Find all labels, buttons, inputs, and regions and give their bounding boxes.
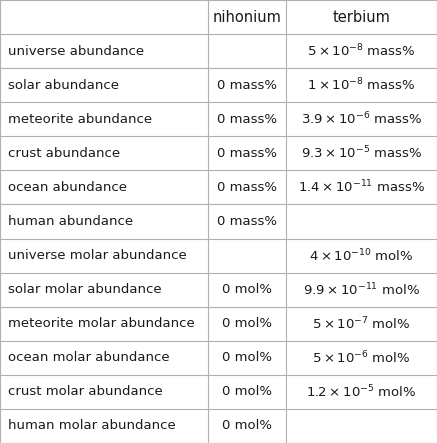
- Text: meteorite molar abundance: meteorite molar abundance: [8, 317, 194, 330]
- Text: ocean abundance: ocean abundance: [8, 181, 127, 194]
- Text: crust molar abundance: crust molar abundance: [8, 385, 163, 398]
- Text: ocean molar abundance: ocean molar abundance: [8, 351, 170, 364]
- Text: universe abundance: universe abundance: [8, 45, 144, 58]
- Text: 0 mol%: 0 mol%: [222, 351, 272, 364]
- Text: 0 mol%: 0 mol%: [222, 385, 272, 398]
- Text: $1.4\times10^{-11}$ mass%: $1.4\times10^{-11}$ mass%: [298, 179, 425, 196]
- Text: solar molar abundance: solar molar abundance: [8, 283, 162, 296]
- Text: 0 mass%: 0 mass%: [217, 147, 277, 160]
- Text: $9.3\times10^{-5}$ mass%: $9.3\times10^{-5}$ mass%: [301, 145, 422, 162]
- Text: $3.9\times10^{-6}$ mass%: $3.9\times10^{-6}$ mass%: [301, 111, 422, 128]
- Text: solar abundance: solar abundance: [8, 79, 119, 92]
- Text: 0 mass%: 0 mass%: [217, 215, 277, 228]
- Text: $5\times10^{-8}$ mass%: $5\times10^{-8}$ mass%: [307, 43, 416, 59]
- Text: 0 mol%: 0 mol%: [222, 317, 272, 330]
- Text: terbium: terbium: [333, 10, 391, 24]
- Text: 0 mol%: 0 mol%: [222, 283, 272, 296]
- Text: crust abundance: crust abundance: [8, 147, 120, 160]
- Text: 0 mass%: 0 mass%: [217, 79, 277, 92]
- Text: $5\times10^{-7}$ mol%: $5\times10^{-7}$ mol%: [312, 315, 411, 332]
- Text: $4\times10^{-10}$ mol%: $4\times10^{-10}$ mol%: [309, 247, 414, 264]
- Text: 0 mass%: 0 mass%: [217, 181, 277, 194]
- Text: meteorite abundance: meteorite abundance: [8, 113, 152, 126]
- Text: human abundance: human abundance: [8, 215, 133, 228]
- Text: $5\times10^{-6}$ mol%: $5\times10^{-6}$ mol%: [312, 350, 411, 366]
- Text: universe molar abundance: universe molar abundance: [8, 249, 187, 262]
- Text: 0 mass%: 0 mass%: [217, 113, 277, 126]
- Text: $1.2\times10^{-5}$ mol%: $1.2\times10^{-5}$ mol%: [306, 384, 417, 400]
- Text: nihonium: nihonium: [212, 10, 281, 24]
- Text: $1\times10^{-8}$ mass%: $1\times10^{-8}$ mass%: [307, 77, 416, 93]
- Text: human molar abundance: human molar abundance: [8, 420, 176, 432]
- Text: $9.9\times10^{-11}$ mol%: $9.9\times10^{-11}$ mol%: [303, 281, 420, 298]
- Text: 0 mol%: 0 mol%: [222, 420, 272, 432]
